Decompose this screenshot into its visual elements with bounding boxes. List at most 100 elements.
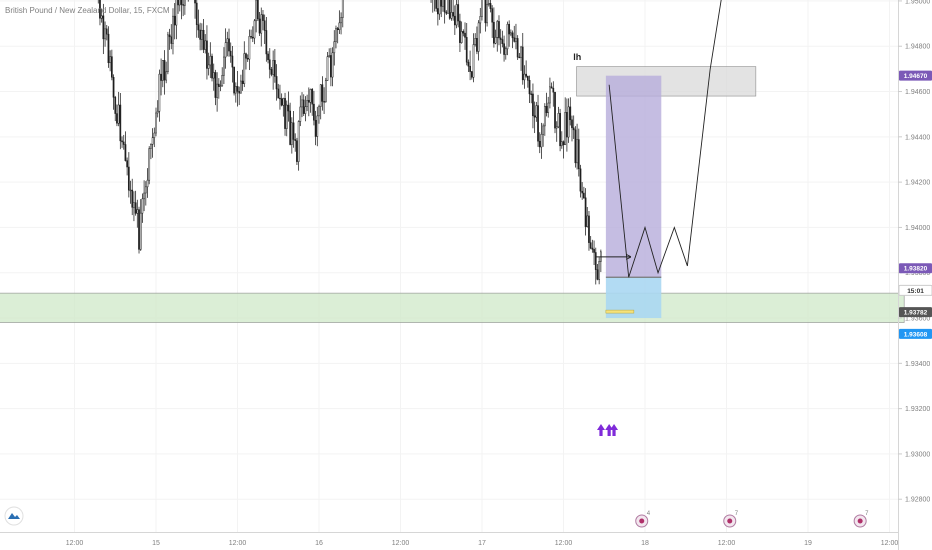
candle-body (262, 14, 264, 21)
candle-body (111, 56, 113, 78)
candle-body (165, 71, 168, 81)
candle-body (479, 16, 482, 24)
candle-body (584, 197, 587, 227)
candle-body (491, 8, 494, 23)
candle-body (296, 140, 298, 162)
candle-body (290, 122, 293, 145)
candle-body (119, 104, 122, 142)
candle-body (535, 105, 538, 118)
price-label-text: 1.93820 (904, 266, 928, 273)
entry-marker (605, 309, 635, 314)
candle-body (241, 80, 244, 84)
candle-body (499, 37, 502, 40)
candle-body (318, 106, 320, 117)
candle-body (596, 269, 599, 280)
price-label (899, 328, 932, 339)
candle-body (160, 73, 162, 81)
candle-body (301, 99, 303, 108)
candle-body (228, 38, 230, 52)
candle-body (195, 2, 198, 25)
candle-body (465, 37, 468, 63)
candle-body (571, 119, 573, 129)
price-axis[interactable]: 1.972001.970001.968001.966001.964001.962… (898, 0, 930, 504)
candle-body (460, 31, 463, 43)
event-count: 7 (865, 511, 869, 517)
candle-body (504, 48, 507, 55)
candle-body (564, 112, 567, 146)
candle-body (453, 15, 456, 26)
event-dot-icon (857, 518, 863, 524)
candle-body (506, 23, 509, 50)
candle-body (477, 22, 480, 52)
time-axis[interactable]: 12:00 15 12:00 16 12:00 17 12:00 18 12:00 19 12:00 (66, 540, 899, 547)
candle-body (257, 0, 259, 20)
candle-body (340, 17, 342, 24)
candle-body (226, 38, 229, 43)
candle-body (268, 59, 271, 70)
candle-body (581, 190, 584, 194)
candle-body (182, 4, 185, 6)
candle-body (146, 179, 149, 188)
candle-body (161, 60, 164, 81)
candle-body (516, 38, 519, 58)
candle-body (121, 140, 123, 143)
candle-body (555, 126, 558, 129)
candle-body (151, 137, 154, 145)
candle-body (437, 8, 439, 15)
candle-body (163, 60, 166, 81)
tradingview-logo-icon[interactable] (4, 506, 24, 526)
y-tick-label: 1.93400 (905, 361, 930, 368)
candle-body (469, 65, 471, 72)
candle-body (520, 46, 522, 58)
candle-body (579, 168, 582, 192)
candle-body (148, 148, 151, 181)
event-dot-icon (639, 518, 645, 524)
buy-arrow-icon (605, 424, 614, 436)
candle-body (136, 209, 139, 214)
y-tick-label: 1.95000 (905, 0, 930, 5)
candle-body (200, 29, 203, 40)
y-tick-label: 1.93000 (905, 451, 930, 458)
candle-body (194, 0, 196, 4)
candle-body (304, 106, 307, 114)
candle-body (486, 3, 488, 24)
candle-body (306, 100, 308, 107)
demand-zone[interactable] (0, 292, 905, 323)
buy-arrow-icon (596, 424, 605, 436)
projected-path[interactable] (608, 0, 754, 278)
candle-body (588, 215, 590, 243)
candle-body (462, 31, 465, 34)
candle-body (245, 53, 247, 59)
long-position-tool[interactable] (605, 75, 662, 319)
candle-body (143, 192, 145, 200)
candle-body (170, 36, 173, 44)
candle-body (134, 202, 137, 214)
events-layer[interactable]: 4 7 7 (635, 511, 869, 528)
price-label-text: 15:01 (907, 288, 924, 295)
candle-body (122, 141, 125, 145)
profit-area[interactable] (605, 75, 662, 278)
candle-body (109, 56, 112, 64)
candle-body (501, 39, 504, 44)
candle-body (503, 43, 505, 55)
candle-body (455, 4, 458, 26)
candle-body (540, 133, 543, 148)
candle-body (229, 50, 232, 57)
candle-body (184, 0, 186, 6)
candle-body (537, 105, 539, 142)
candle-body (150, 144, 152, 149)
candle-body (299, 106, 302, 122)
candle-body (265, 30, 268, 55)
y-tick-label: 1.94600 (905, 89, 930, 96)
candle-body (155, 112, 157, 134)
price-label-text: 1.93782 (904, 310, 928, 317)
x-tick-label: 15 (152, 540, 160, 547)
lh-zone[interactable] (576, 66, 757, 97)
candle-body (285, 104, 288, 129)
candle-body (598, 261, 601, 280)
y-tick-label: 1.93200 (905, 406, 930, 413)
price-label-text: 1.93608 (904, 331, 928, 338)
candle-body (552, 87, 555, 93)
candle-body (199, 29, 201, 40)
